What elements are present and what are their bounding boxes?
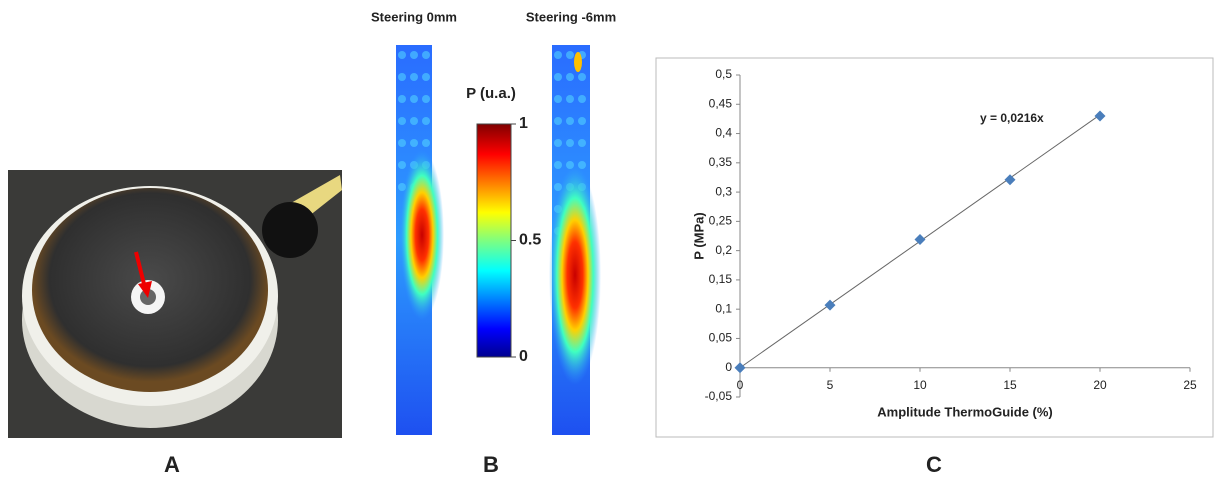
y-tick-label: 0,15 [709,272,733,286]
colorbar-ticks: 00.51 [511,115,541,365]
x-tick-label: 25 [1183,378,1197,392]
y-axis-label: P (MPa) [691,212,706,259]
x-tick-label: 10 [913,378,927,392]
photo [8,170,342,438]
x-tick-label: 15 [1003,378,1017,392]
y-tick-label: 0,2 [715,243,732,257]
y-tick-label: 0,45 [709,96,733,110]
y-tick-label: 0,25 [709,214,733,228]
y-tick-label: 0,3 [715,184,732,198]
data-point [824,299,836,311]
data-point [734,362,746,374]
panel-label: A [164,452,180,477]
map-title: Steering 0mm [371,9,457,24]
colorbar-tick-label: 1 [519,115,528,132]
y-tick-label: 0,4 [715,126,732,140]
heatmap [396,45,444,435]
colorbar-tick-label: 0.5 [519,232,541,249]
colorbar [476,123,512,358]
y-tick-label: 0,35 [709,155,733,169]
y-tick-label: 0,05 [709,331,733,345]
colorbar-tick-label: 0 [519,348,528,365]
chart-frame [655,57,1214,438]
trendline-label: y = 0,0216x [980,111,1044,125]
heatmap [549,45,601,435]
map-title: Steering -6mm [526,9,616,24]
x-tick-label: 0 [737,378,744,392]
data-point [1004,174,1016,186]
y-tick-label: -0,05 [705,389,733,403]
colorbar-title: P (u.a.) [466,85,516,102]
y-tick-label: 0 [725,360,732,374]
panel-label: C [926,452,942,477]
data-point [914,234,926,246]
x-tick-label: 5 [827,378,834,392]
chart: -0,05 0 0,05 0,1 0,15 0,2 0,25 0,3 0,35 0,4 0,45 0,… [691,67,1197,419]
x-axis-label: Amplitude ThermoGuide (%) [877,404,1053,419]
data-point [1094,110,1106,122]
y-tick-label: 0,5 [715,67,732,81]
panel-label: B [483,452,499,477]
y-tick-label: 0,1 [715,301,732,315]
x-tick-label: 20 [1093,378,1107,392]
